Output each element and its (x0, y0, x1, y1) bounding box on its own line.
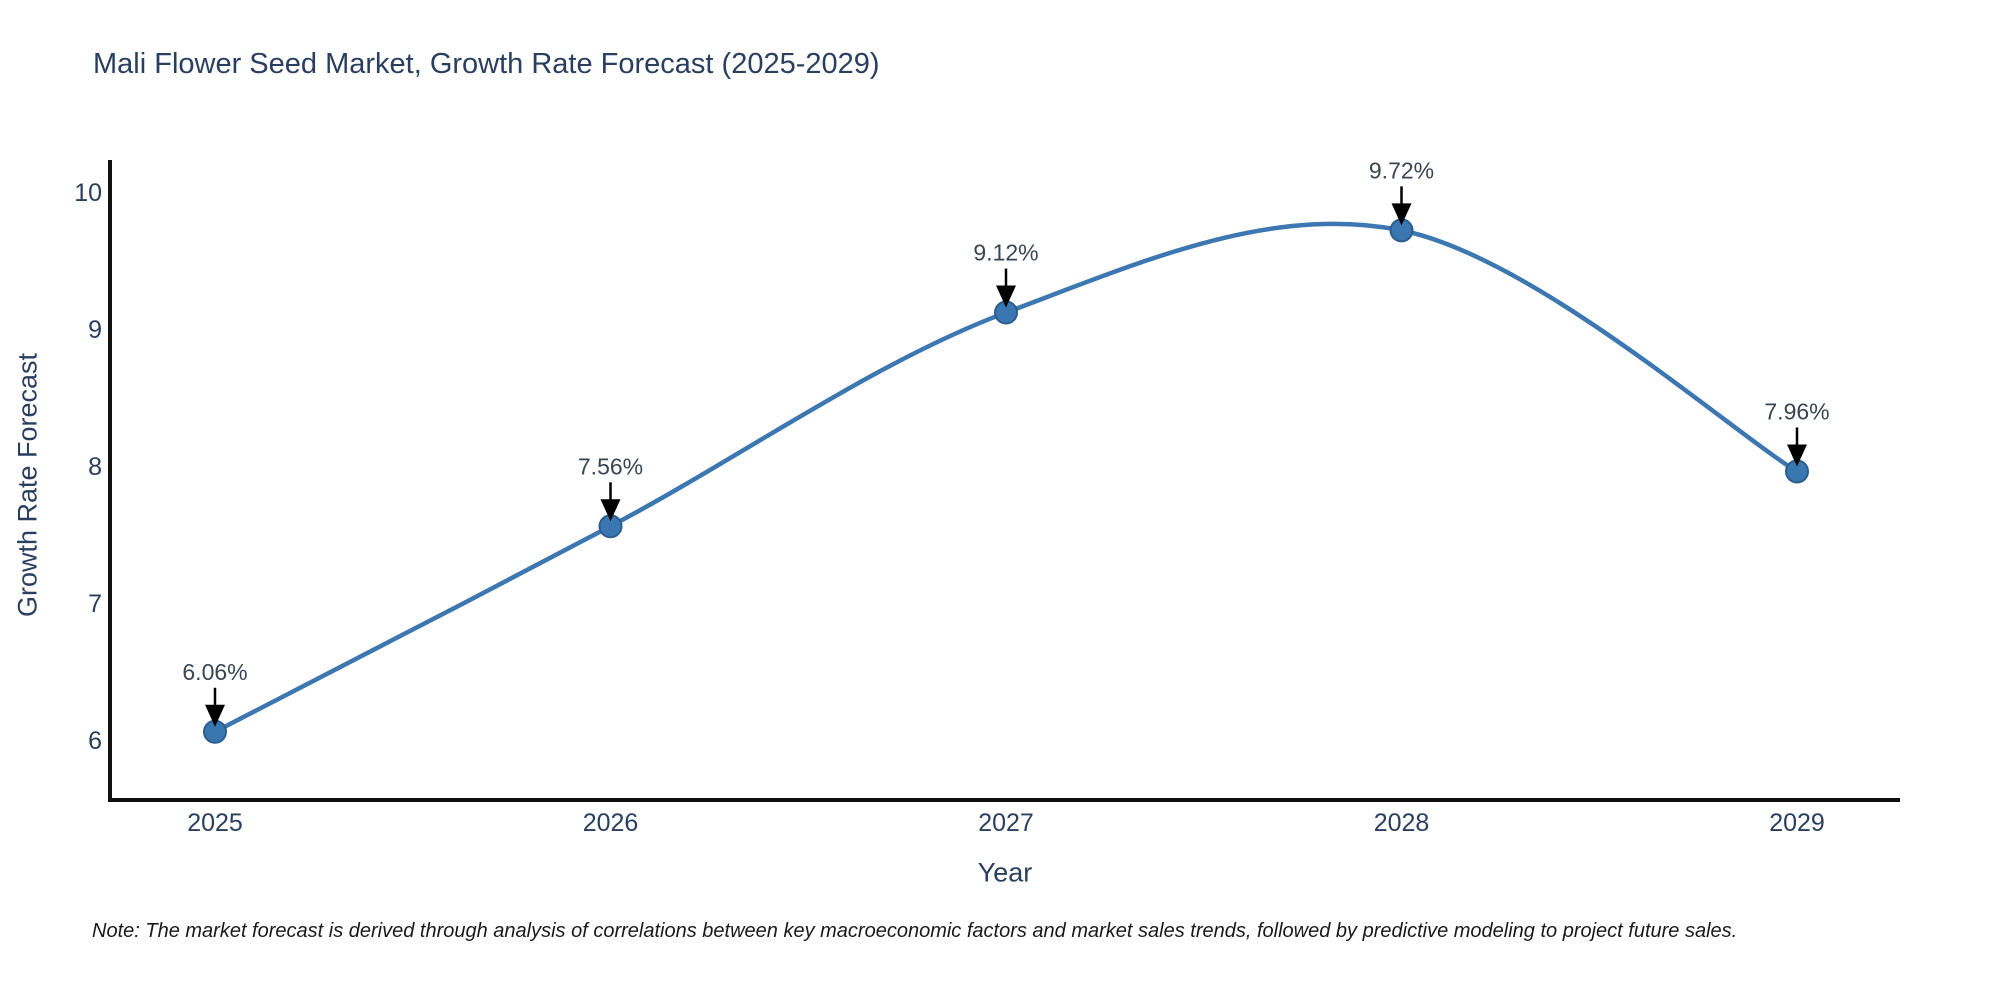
annotation-arrow-head (1787, 444, 1807, 467)
y-axis-title: Growth Rate Forecast (12, 352, 43, 618)
annotation-arrow-head (996, 285, 1016, 308)
x-axis-title: Year (977, 857, 1033, 888)
annotation-arrow-head (1391, 203, 1412, 226)
y-tick-label: 7 (88, 590, 102, 618)
x-tick-label: 2028 (1374, 809, 1430, 837)
data-point-label: 9.72% (1369, 157, 1434, 183)
annotation-arrow-head (205, 704, 225, 727)
y-tick-label: 6 (88, 727, 102, 755)
data-point-label: 7.96% (1764, 398, 1829, 424)
data-point-label: 9.12% (973, 240, 1038, 266)
annotation-arrow-head (600, 499, 621, 522)
y-tick-label: 9 (88, 316, 102, 344)
x-tick-label: 2027 (978, 809, 1034, 837)
data-point-label: 6.06% (182, 659, 247, 685)
footnote: Note: The market forecast is derived thr… (92, 920, 1738, 942)
x-tick-label: 2026 (583, 809, 639, 837)
y-tick-label: 8 (88, 453, 102, 481)
x-tick-label: 2029 (1769, 809, 1825, 837)
data-point-label: 7.56% (578, 453, 643, 479)
chart-title: Mali Flower Seed Market, Growth Rate For… (93, 48, 880, 80)
y-tick-label: 10 (74, 179, 102, 207)
x-tick-label: 2025 (187, 809, 243, 837)
